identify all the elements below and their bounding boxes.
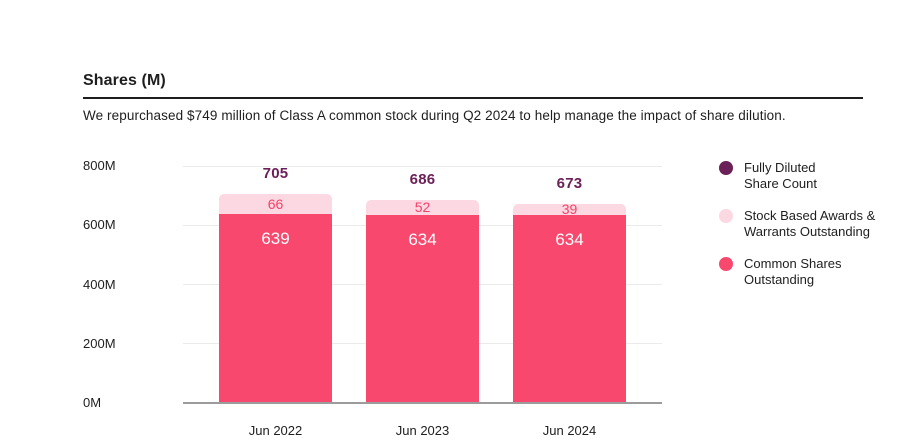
fully-diluted-total-label: 705 bbox=[262, 165, 289, 183]
legend-label: Stock Based Awards & Warrants Outstandin… bbox=[744, 208, 876, 239]
bar-jun-2022: 66 639 bbox=[219, 194, 332, 403]
stock-awards-value: 66 bbox=[267, 195, 284, 212]
x-axis-label-jun-2024: Jun 2024 bbox=[542, 423, 597, 438]
legend-circle-icon bbox=[719, 257, 733, 271]
segment-common-shares: 634 bbox=[513, 215, 626, 403]
legend-item: Stock Based Awards & Warrants Outstandin… bbox=[719, 208, 875, 239]
x-axis-label-jun-2022: Jun 2022 bbox=[248, 423, 303, 438]
y-tick-label-600M: 600M bbox=[83, 217, 116, 233]
legend-item: Common Shares Outstanding bbox=[719, 256, 875, 287]
legend-circle-icon bbox=[719, 209, 733, 223]
y-tick-label-0M: 0M bbox=[83, 395, 102, 410]
legend-circle-icon bbox=[719, 161, 733, 175]
common-shares-value: 634 bbox=[555, 230, 584, 250]
common-shares-value: 639 bbox=[261, 228, 290, 248]
plot-area: 705 Jun 2022 66 639 686 Jun 2023 52 634 673 Jun 2… bbox=[183, 165, 662, 438]
segment-stock-awards: 66 bbox=[219, 194, 332, 214]
bar-jun-2024: 39 634 bbox=[513, 201, 626, 403]
common-shares-value: 634 bbox=[408, 230, 437, 250]
y-tick-label-400M: 400M bbox=[83, 276, 116, 292]
stock-awards-value: 39 bbox=[561, 201, 578, 218]
chart-header: Shares (M) We repurchased $749 million o… bbox=[83, 72, 863, 123]
x-axis-label-jun-2023: Jun 2023 bbox=[395, 423, 450, 438]
segment-common-shares: 634 bbox=[366, 215, 479, 403]
legend-item: Fully Diluted Share Count bbox=[719, 160, 875, 191]
fully-diluted-total-label: 673 bbox=[556, 174, 583, 192]
title-underline bbox=[83, 97, 863, 99]
segment-stock-awards: 52 bbox=[366, 199, 479, 216]
gridline-800M bbox=[183, 165, 662, 167]
chart-subtitle: We repurchased $749 million of Class A c… bbox=[83, 108, 786, 123]
legend-label: Common Shares Outstanding bbox=[744, 256, 842, 287]
fully-diluted-total-label: 686 bbox=[409, 170, 436, 188]
bar-jun-2023: 52 634 bbox=[366, 199, 479, 403]
chart-legend: Fully Diluted Share Count Stock Based Awa… bbox=[719, 160, 875, 287]
chart-title: Shares (M) bbox=[83, 72, 166, 89]
stock-awards-value: 52 bbox=[414, 199, 431, 216]
x-axis-baseline bbox=[183, 402, 662, 404]
y-tick-label-800M: 800M bbox=[83, 158, 116, 173]
segment-common-shares: 639 bbox=[219, 213, 332, 403]
legend-label: Fully Diluted Share Count bbox=[744, 160, 817, 191]
y-tick-label-200M: 200M bbox=[83, 335, 116, 351]
segment-stock-awards: 39 bbox=[513, 201, 626, 218]
